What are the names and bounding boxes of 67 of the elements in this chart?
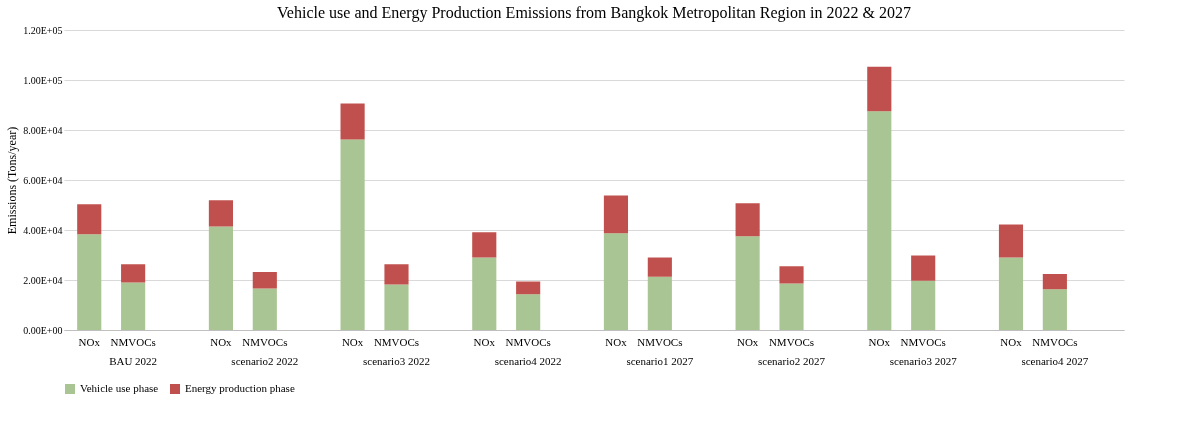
x-tick-label: NMVOCs [505,335,551,348]
bar [252,272,277,289]
bar [779,283,804,330]
bar [647,257,672,277]
y-tick-label: 0.00E+00 [23,324,63,336]
legend-label: Vehicle use phase [80,382,159,394]
y-tick-label: 6.00E+04 [23,174,63,186]
x-tick-label: NMVOCs [900,335,946,348]
x-tick-label: NOx [868,335,891,348]
bar [911,255,936,281]
x-tick-label: NOx [341,335,364,348]
bar [121,282,146,330]
text: scenario2 2022 [231,355,299,367]
x-tick-label: NMVOCs [1032,335,1078,348]
y-axis-title: Emissions (Tons/year) [5,126,20,235]
x-tick-label: NOx [78,335,101,348]
bar [384,264,409,285]
bar [340,139,365,330]
bar [867,111,892,330]
y-tick-label: 2.00E+04 [23,274,63,286]
bar [1042,274,1067,290]
y-tick-label: 8.00E+04 [23,124,63,136]
chart-title: Vehicle use and Energy Production Emissions from Bangkok Metropolitan Region in 2022 & 2027 [277,4,911,22]
bar [77,204,102,235]
bar [77,234,102,330]
text: scenario3 2027 [889,355,958,367]
bar [603,195,629,234]
bar [1042,289,1067,330]
text: scenario4 2022 [494,355,562,367]
bar [121,264,146,283]
bar [208,200,233,227]
x-tick-label: NOx [210,335,233,348]
bar [472,257,497,330]
bar [998,224,1024,258]
bar [867,66,892,112]
text: scenario4 2027 [1021,355,1089,367]
x-tick-label: NMVOCs [242,335,288,348]
x-tick-label: NMVOCs [373,335,420,348]
bar [472,232,497,258]
x-tick-label: NOx [473,335,496,348]
bar [779,266,804,284]
x-tick-label: NOx [1000,335,1023,348]
text: scenario3 2022 [363,355,430,367]
bar [735,236,760,330]
bar [647,276,672,330]
text: scenario1 2027 [626,355,694,367]
y-tick-label: 1.00E+05 [23,74,63,86]
text: scenario2 2027 [758,355,826,367]
text: BAU 2022 [109,355,158,367]
bar [911,280,936,330]
bar [516,294,541,330]
bar [735,203,760,237]
bar [516,281,541,295]
x-tick-label: NMVOCs [768,335,815,348]
bar [384,284,409,330]
y-tick-label: 1.20E+05 [23,24,63,36]
x-tick-label: NOx [736,335,759,348]
x-tick-label: NOx [605,335,628,348]
bar [603,233,629,330]
bar [340,103,365,140]
bar [998,257,1024,330]
bar [252,288,277,330]
legend-label: Energy production phase [185,382,295,394]
x-tick-label: NMVOCs [637,335,683,348]
x-tick-label: NMVOCs [110,335,156,348]
y-tick-label: 4.00E+04 [23,224,63,236]
bar [208,226,233,330]
